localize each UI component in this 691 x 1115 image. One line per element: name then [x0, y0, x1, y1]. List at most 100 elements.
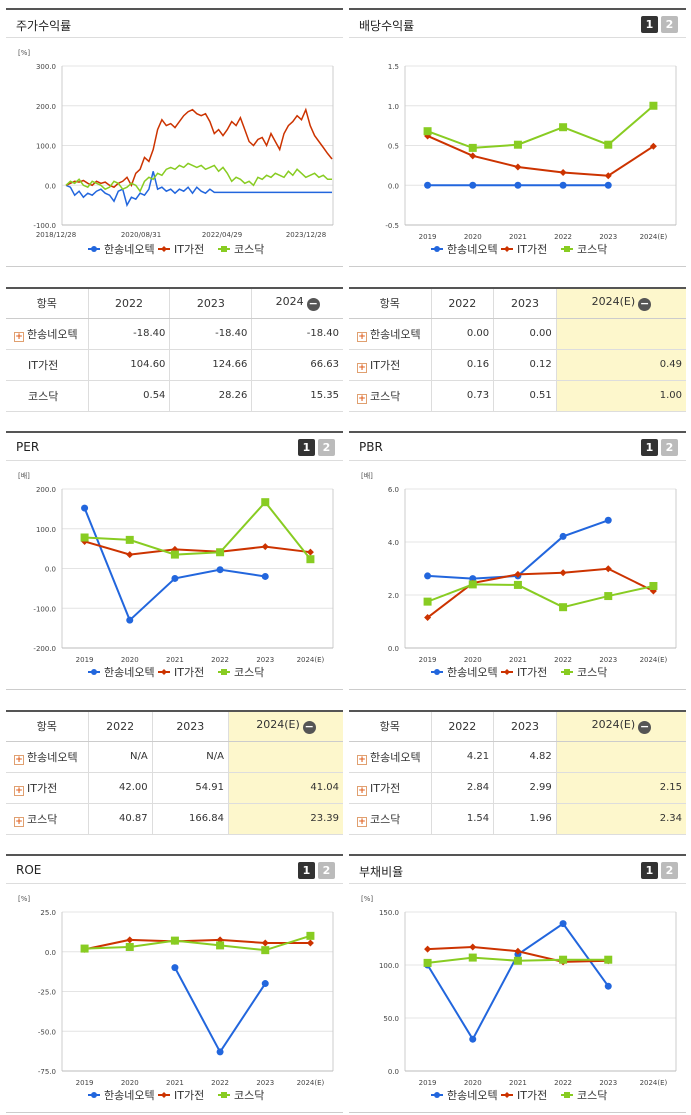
- x-tick-label: 2022/04/29: [202, 231, 242, 239]
- data-point: [81, 504, 89, 512]
- tab-1[interactable]: 1: [641, 439, 658, 456]
- table-cell: N/A: [87, 741, 153, 773]
- expand-icon[interactable]: +: [14, 331, 24, 342]
- expand-icon[interactable]: +: [14, 816, 24, 827]
- column-header: 항목: [349, 288, 431, 319]
- tab-2[interactable]: 2: [661, 16, 678, 33]
- expand-icon[interactable]: +: [357, 754, 367, 765]
- row-label[interactable]: + 한송네오텍: [349, 741, 431, 773]
- y-tick-label: 100.0: [36, 143, 56, 151]
- table-row: + 한송네오텍 4.21 4.82: [349, 741, 686, 773]
- row-label[interactable]: + 한송네오텍: [349, 318, 431, 350]
- per-chart: [배] 200.0 100.0 0.0 -100.0 -200.0 2019 2020 2021…: [18, 471, 334, 679]
- row-label[interactable]: + 코스닥: [6, 803, 88, 835]
- unit-label: [배]: [361, 471, 373, 480]
- data-point: [649, 142, 657, 150]
- table-cell: 40.87: [87, 803, 153, 835]
- tab-2[interactable]: 2: [318, 439, 335, 456]
- x-tick-label: 2023: [599, 233, 617, 241]
- legend-label: 한송네오텍: [104, 666, 155, 679]
- x-tick-label: 2021: [509, 1079, 527, 1087]
- legend-label: IT가전: [174, 243, 204, 256]
- x-tick-label: 2019: [419, 656, 437, 664]
- data-point: [469, 181, 477, 189]
- collapse-icon[interactable]: −: [306, 297, 320, 312]
- table-cell: 66.63: [251, 349, 343, 381]
- data-point: [170, 550, 179, 559]
- stock-panel-header: 주가수익률: [6, 8, 343, 38]
- x-tick-label: 2024(E): [640, 1079, 668, 1087]
- row-label[interactable]: + 한송네오텍: [6, 741, 88, 773]
- row-label[interactable]: + 코스닥: [349, 803, 431, 835]
- x-tick-label: 2022: [554, 656, 572, 664]
- data-point: [559, 532, 567, 540]
- table-cell: 104.60: [87, 349, 170, 381]
- data-point: [216, 1048, 224, 1056]
- data-point: [216, 566, 224, 574]
- row-label[interactable]: + IT가전: [349, 772, 431, 804]
- y-tick-label: 0.0: [388, 182, 399, 190]
- legend-label: IT가전: [174, 666, 204, 679]
- x-tick-label: 2022: [554, 233, 572, 241]
- table-cell: 0.51: [493, 380, 557, 412]
- tab-1[interactable]: 1: [641, 16, 658, 33]
- collapse-icon[interactable]: −: [302, 720, 316, 735]
- table-row: + 한송네오텍 N/A N/A: [6, 741, 343, 773]
- table-cell: 2.15: [555, 772, 686, 804]
- table-cell: 23.39: [227, 803, 343, 835]
- collapse-icon[interactable]: −: [638, 297, 652, 312]
- tab-2[interactable]: 2: [318, 862, 335, 879]
- data-point: [125, 535, 134, 544]
- data-point: [216, 548, 225, 557]
- tab-2[interactable]: 2: [661, 439, 678, 456]
- table-cell: 0.49: [555, 349, 686, 381]
- data-point: [423, 597, 432, 606]
- table-cell: 166.84: [151, 803, 229, 835]
- tab-1[interactable]: 1: [298, 862, 315, 879]
- data-point: [604, 955, 613, 964]
- row-label[interactable]: + IT가전: [6, 772, 88, 804]
- row-label[interactable]: + 코스닥: [349, 380, 431, 412]
- y-tick-label: 4.0: [388, 539, 399, 547]
- tab-1[interactable]: 1: [641, 862, 658, 879]
- data-point: [513, 956, 522, 965]
- roe-title: ROE: [16, 863, 42, 877]
- data-point: [261, 939, 269, 947]
- data-point: [424, 614, 432, 622]
- legend-label: 코스닥: [234, 243, 264, 256]
- data-point: [604, 516, 612, 524]
- x-tick-label: 2022: [211, 656, 229, 664]
- expand-icon[interactable]: +: [14, 785, 24, 796]
- row-label[interactable]: + IT가전: [349, 349, 431, 381]
- series-line: [427, 583, 654, 609]
- x-tick-label: 2021: [509, 233, 527, 241]
- data-point: [261, 946, 270, 955]
- expand-icon[interactable]: +: [357, 785, 367, 796]
- data-point: [261, 498, 270, 507]
- expand-icon[interactable]: +: [357, 362, 367, 373]
- stock-chart-box: [%] 300.0 200.0 100.0 0.0 -100.0 2018/12/28 202…: [6, 38, 343, 267]
- data-point: [559, 920, 567, 928]
- data-point: [261, 980, 269, 988]
- data-point: [468, 143, 477, 152]
- data-point: [559, 955, 568, 964]
- expand-icon[interactable]: +: [14, 754, 24, 765]
- expand-icon[interactable]: +: [357, 816, 367, 827]
- tab-1[interactable]: 1: [298, 439, 315, 456]
- collapse-icon[interactable]: −: [638, 720, 652, 735]
- expand-icon[interactable]: +: [357, 331, 367, 342]
- x-tick-label: 2019: [76, 656, 94, 664]
- column-header: 2023: [493, 288, 557, 319]
- data-point: [126, 936, 134, 944]
- tab-2[interactable]: 2: [661, 862, 678, 879]
- x-tick-label: 2024(E): [640, 656, 668, 664]
- y-tick-label: 1.0: [388, 103, 399, 111]
- column-header: 2022: [430, 711, 494, 742]
- row-label[interactable]: + 한송네오텍: [6, 318, 88, 350]
- expand-icon[interactable]: +: [357, 393, 367, 404]
- data-point: [261, 543, 269, 551]
- y-tick-label: 300.0: [36, 63, 56, 71]
